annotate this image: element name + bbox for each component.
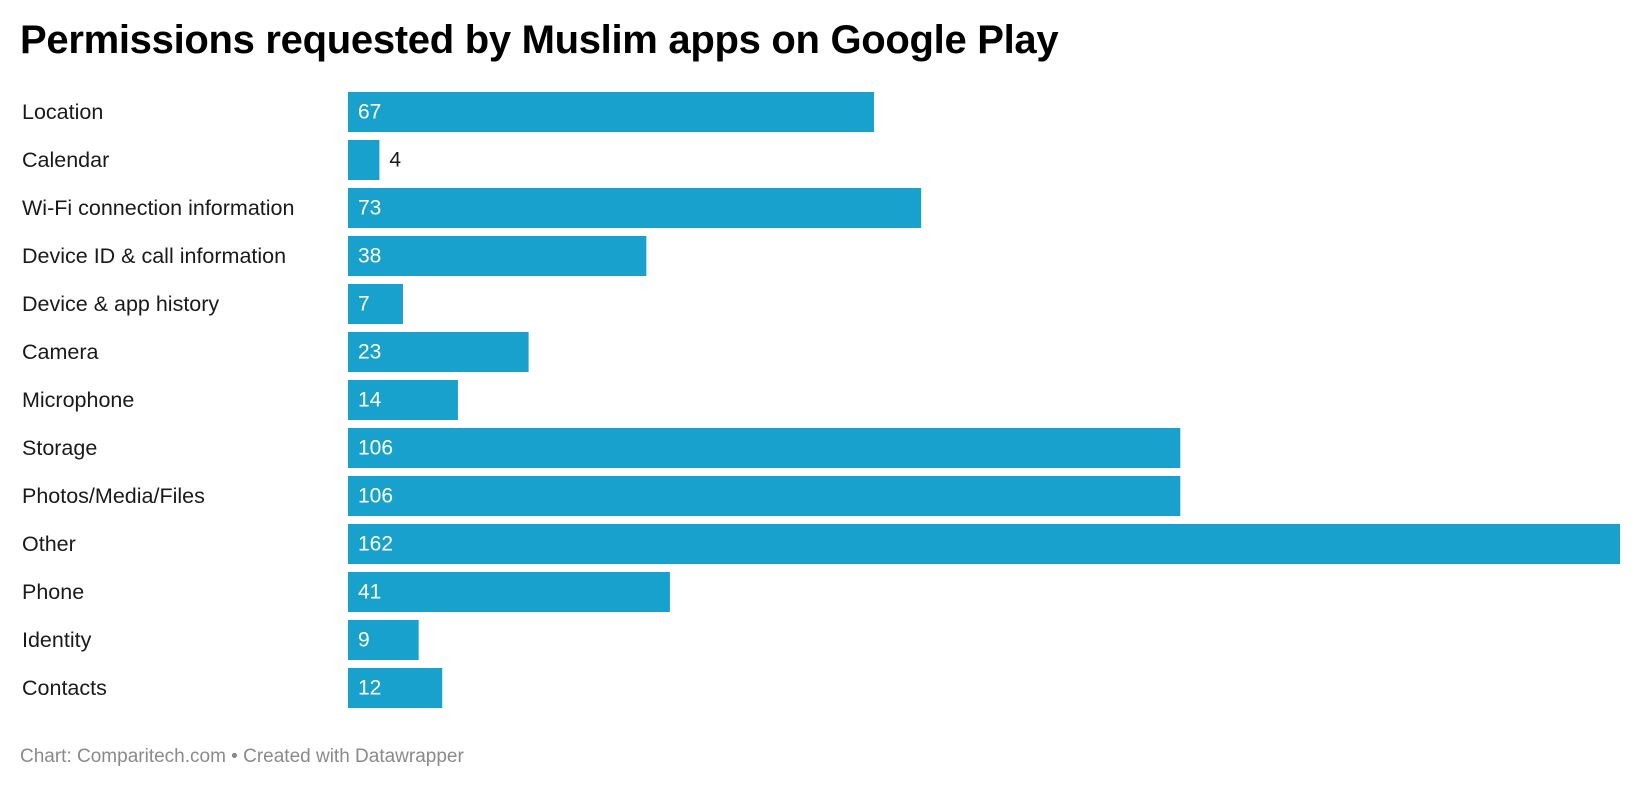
value-label: 73 <box>358 197 381 220</box>
bar <box>348 92 875 132</box>
category-label: Identity <box>22 628 92 652</box>
bar <box>348 476 1181 516</box>
bar <box>348 524 1620 564</box>
bar <box>348 668 443 708</box>
bar <box>348 572 670 612</box>
bar <box>348 284 403 324</box>
value-label: 9 <box>358 629 370 652</box>
bar <box>348 236 647 276</box>
category-label: Camera <box>22 340 99 364</box>
value-label: 7 <box>358 293 370 316</box>
value-label: 67 <box>358 101 381 124</box>
bar <box>348 428 1181 468</box>
value-label: 23 <box>358 341 381 364</box>
category-label: Location <box>22 100 103 124</box>
value-label: 12 <box>358 677 381 700</box>
value-label: 14 <box>358 389 382 412</box>
category-label: Storage <box>22 436 97 460</box>
category-label: Wi-Fi connection information <box>22 196 294 220</box>
value-label: 162 <box>358 533 393 556</box>
category-label: Device & app history <box>22 292 219 316</box>
bar <box>348 380 458 420</box>
bar <box>348 332 529 372</box>
category-label: Photos/Media/Files <box>22 484 205 508</box>
category-label: Calendar <box>22 148 109 172</box>
category-label: Phone <box>22 580 84 604</box>
bar <box>348 188 922 228</box>
bar <box>348 620 419 660</box>
bars-group: Location 67 Calendar 4 Wi-Fi connection info… <box>22 92 1620 708</box>
value-label: 106 <box>358 485 393 508</box>
category-label: Device ID & call information <box>22 244 286 268</box>
category-label: Contacts <box>22 676 107 700</box>
category-label: Microphone <box>22 388 134 412</box>
chart-footer: Chart: Comparitech.com • Created with Da… <box>20 746 464 767</box>
category-label: Other <box>22 532 76 556</box>
value-label: 41 <box>358 581 381 604</box>
value-label: 38 <box>358 245 381 268</box>
chart-title: Permissions requested by Muslim apps on … <box>20 18 1059 62</box>
value-label: 4 <box>389 149 401 172</box>
value-label: 106 <box>358 437 393 460</box>
bar <box>348 140 380 180</box>
